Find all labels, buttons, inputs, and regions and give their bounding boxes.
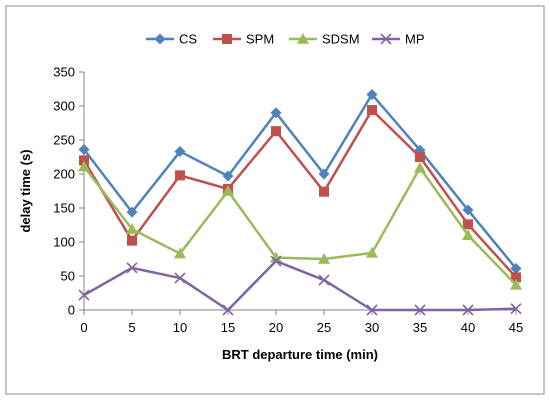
legend-label-cs: CS bbox=[179, 32, 197, 47]
x-tick-label: 10 bbox=[173, 320, 187, 335]
y-tick-label: 250 bbox=[53, 133, 75, 148]
y-axis-title: delay time (s) bbox=[18, 149, 33, 232]
legend-item-spm: SPM bbox=[213, 32, 274, 47]
chart-frame bbox=[5, 5, 545, 395]
series-cs bbox=[78, 88, 522, 275]
point-cs bbox=[510, 263, 522, 275]
point-cs bbox=[462, 204, 474, 216]
point-sdsm bbox=[318, 253, 330, 264]
y-tick-label: 0 bbox=[68, 303, 75, 318]
x-tick-label: 40 bbox=[461, 320, 475, 335]
legend-marker-spm bbox=[222, 34, 232, 44]
legend: CS SPM SDSM MP bbox=[146, 32, 425, 47]
point-mp bbox=[270, 255, 282, 267]
point-spm bbox=[367, 105, 377, 116]
series-spm bbox=[79, 105, 521, 283]
point-mp bbox=[126, 262, 138, 274]
point-mp bbox=[414, 304, 426, 316]
x-tick-label: 0 bbox=[80, 320, 87, 335]
point-mp bbox=[510, 303, 522, 315]
point-spm bbox=[175, 170, 185, 181]
point-cs bbox=[222, 170, 234, 182]
point-spm bbox=[127, 235, 137, 246]
x-tick-label: 45 bbox=[509, 320, 523, 335]
legend-marker-mp bbox=[380, 33, 392, 45]
point-spm bbox=[415, 152, 425, 162]
x-tick-label: 25 bbox=[317, 320, 331, 335]
y-tick-label: 200 bbox=[53, 167, 75, 182]
legend-marker-sdsm bbox=[297, 33, 309, 44]
legend-label-sdsm: SDSM bbox=[322, 32, 360, 47]
y-axis: 0 50 100 150 200 250 300 350 bbox=[53, 65, 85, 318]
point-spm bbox=[319, 186, 329, 197]
point-sdsm bbox=[414, 161, 426, 173]
legend-label-spm: SPM bbox=[246, 32, 274, 47]
series-layer bbox=[78, 88, 522, 316]
y-tick-label: 350 bbox=[53, 65, 75, 80]
point-sdsm bbox=[270, 251, 282, 263]
x-tick-label: 30 bbox=[365, 320, 379, 335]
point-mp bbox=[366, 304, 378, 316]
point-cs bbox=[78, 144, 90, 156]
point-mp bbox=[174, 272, 186, 284]
point-cs bbox=[270, 107, 282, 119]
point-sdsm bbox=[366, 246, 378, 258]
series-mp bbox=[78, 255, 522, 316]
point-sdsm bbox=[510, 278, 522, 290]
point-sdsm bbox=[126, 223, 138, 234]
legend-item-mp: MP bbox=[372, 32, 425, 47]
point-cs bbox=[366, 88, 378, 100]
legend-label-mp: MP bbox=[405, 32, 425, 47]
point-mp bbox=[318, 274, 330, 286]
point-cs bbox=[318, 168, 330, 180]
legend-marker-cs bbox=[154, 33, 166, 45]
legend-item-sdsm: SDSM bbox=[289, 32, 360, 47]
point-cs bbox=[126, 206, 138, 218]
x-axis-title: BRT departure time (min) bbox=[222, 347, 378, 362]
y-tick-label: 150 bbox=[53, 201, 75, 216]
point-mp bbox=[462, 304, 474, 316]
series-line-sdsm bbox=[83, 165, 517, 286]
point-spm bbox=[463, 219, 473, 230]
y-tick-label: 300 bbox=[53, 99, 75, 114]
point-spm bbox=[511, 272, 521, 283]
legend-item-cs: CS bbox=[146, 32, 197, 47]
series-line-spm bbox=[82, 108, 517, 279]
point-spm bbox=[79, 155, 89, 166]
point-mp bbox=[78, 289, 90, 301]
y-tick-label: 50 bbox=[61, 269, 75, 284]
point-sdsm bbox=[174, 247, 186, 259]
point-cs bbox=[174, 146, 186, 158]
point-sdsm bbox=[78, 160, 90, 172]
x-tick-label: 20 bbox=[269, 320, 283, 335]
series-sdsm bbox=[78, 160, 522, 290]
point-spm bbox=[271, 126, 281, 137]
point-sdsm bbox=[222, 185, 234, 196]
x-tick-label: 35 bbox=[413, 320, 427, 335]
point-mp bbox=[222, 304, 234, 316]
point-sdsm bbox=[462, 229, 474, 240]
x-tick-label: 15 bbox=[221, 320, 235, 335]
series-line-mp bbox=[83, 259, 517, 312]
x-tick-label: 5 bbox=[128, 320, 135, 335]
y-tick-label: 100 bbox=[53, 235, 75, 250]
series-line-cs bbox=[83, 93, 517, 270]
